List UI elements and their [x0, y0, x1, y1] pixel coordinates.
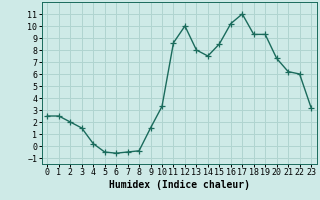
X-axis label: Humidex (Indice chaleur): Humidex (Indice chaleur): [109, 180, 250, 190]
